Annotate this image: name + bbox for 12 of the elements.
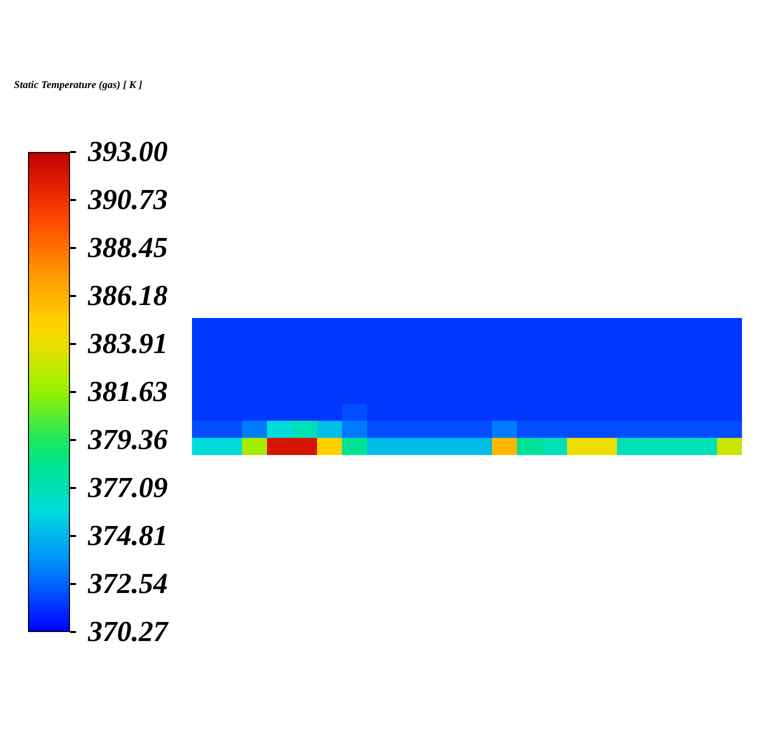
color-bar-label: 379.36 <box>88 423 168 458</box>
color-bar-label: 390.73 <box>88 182 168 217</box>
color-bar-label: 381.63 <box>88 375 168 410</box>
color-bar-label: 370.27 <box>88 615 168 649</box>
color-bar-label: 393.00 <box>88 135 168 169</box>
color-bar-label: 386.18 <box>88 279 168 314</box>
color-bar-label: 377.09 <box>88 470 168 505</box>
color-bar-label: 388.45 <box>88 231 168 266</box>
color-bar-label: 372.54 <box>88 567 168 602</box>
color-bar-label: 383.91 <box>88 326 168 361</box>
color-bar-label: 374.81 <box>88 519 168 554</box>
color-bar-title: Static Temperature (gas) [ K ] <box>14 80 144 92</box>
